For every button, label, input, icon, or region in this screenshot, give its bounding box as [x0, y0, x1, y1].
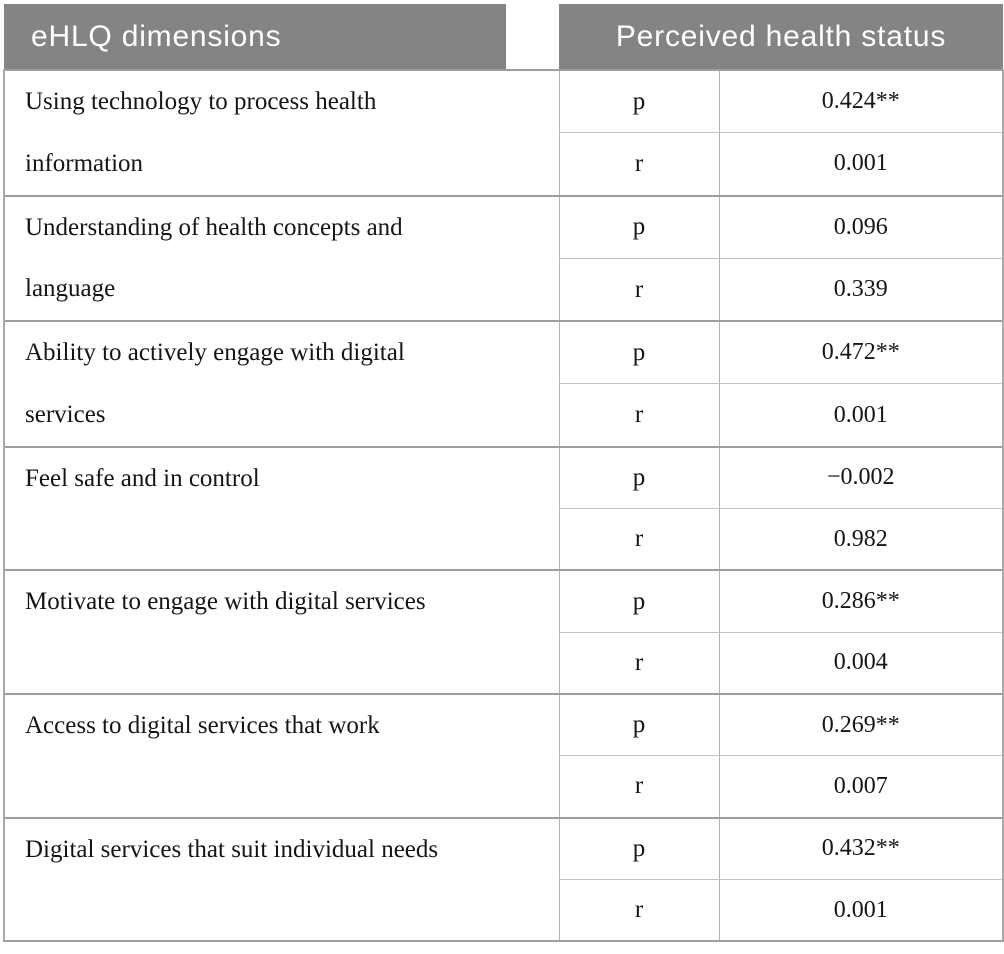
- stat-label-p: p: [558, 69, 720, 134]
- correlation-table-container: eHLQ dimensions Perceived health status …: [3, 4, 1004, 943]
- table-row: r 0.007: [4, 755, 1004, 818]
- stat-label-p: p: [558, 194, 720, 259]
- table-row: r 0.001: [4, 383, 1004, 447]
- stat-value-p: 0.472**: [719, 320, 1004, 385]
- stat-value-p: 0.432**: [719, 816, 1004, 880]
- stat-value-r: 0.001: [719, 879, 1004, 943]
- table-row: Using technology to process health infor…: [3, 69, 1004, 196]
- ehlq-correlation-table: eHLQ dimensions Perceived health status …: [3, 4, 1004, 943]
- dimension-text-line: services: [25, 400, 106, 428]
- stat-value-r: 0.004: [719, 632, 1004, 694]
- stat-value-r: 0.001: [719, 132, 1004, 196]
- dimension-text-line: Motivate to engage with digital services: [25, 588, 426, 616]
- dimension-text-line: Using technology to process health: [25, 88, 377, 115]
- table-header: eHLQ dimensions Perceived health status: [4, 4, 1004, 70]
- stat-value-p: 0.269**: [719, 692, 1004, 757]
- header-perceived-health-status: Perceived health status: [559, 4, 1004, 70]
- stat-value-r: 0.007: [719, 755, 1004, 818]
- table-row: Understanding of health concepts and lan…: [3, 194, 1004, 322]
- stat-label-p: p: [558, 445, 720, 510]
- dimension-cell: Feel safe and in control: [3, 445, 559, 571]
- dimension-text-line: Understanding of health concepts and: [25, 213, 403, 241]
- dimension-cell: Using technology to process health infor…: [3, 69, 559, 196]
- table-row: r 0.982: [4, 508, 1004, 571]
- dimension-cell: Understanding of health concepts and lan…: [3, 194, 559, 322]
- stat-value-p: 0.286**: [719, 569, 1004, 633]
- dimension-cell: Motivate to engage with digital services: [3, 569, 559, 694]
- dimension-text-line: Digital services that suit individual ne…: [25, 835, 439, 863]
- header-ehlq-dimensions: eHLQ dimensions: [4, 4, 506, 70]
- stat-label-r: r: [558, 755, 720, 818]
- dimension-cell: Digital services that suit individual ne…: [3, 816, 559, 943]
- stat-value-p: 0.424**: [719, 69, 1004, 134]
- table-row: r 0.001: [4, 132, 1004, 196]
- stat-label-r: r: [558, 508, 720, 571]
- table-row: Motivate to engage with digital services…: [3, 569, 1004, 694]
- stat-value-r: 0.001: [719, 383, 1004, 447]
- stat-label-p: p: [558, 692, 720, 757]
- stat-label-r: r: [558, 258, 720, 322]
- stat-label-r: r: [558, 132, 720, 196]
- stat-label-r: r: [558, 632, 720, 694]
- dimension-text-line: Access to digital services that work: [25, 711, 380, 739]
- header-row: eHLQ dimensions Perceived health status: [4, 4, 1004, 70]
- dimension-text-line: Ability to actively engage with digital: [25, 339, 405, 367]
- stat-value-r: 0.339: [719, 258, 1004, 322]
- header-gap-spacer: [506, 4, 559, 70]
- dimension-text-line: Feel safe and in control: [25, 464, 260, 492]
- table-row: r 0.339: [4, 258, 1004, 322]
- dimension-text-line: language: [25, 275, 116, 303]
- stat-label-r: r: [558, 383, 720, 447]
- stat-label-r: r: [558, 879, 720, 943]
- stat-label-p: p: [558, 816, 720, 880]
- table-row: Feel safe and in control p −0.002: [3, 445, 1004, 571]
- table-row: Ability to actively engage with digital …: [3, 320, 1004, 447]
- dimension-cell: Access to digital services that work: [3, 692, 559, 818]
- table-row: r 0.004: [4, 632, 1004, 694]
- stat-label-p: p: [558, 569, 720, 633]
- table-row: r 0.001: [4, 879, 1004, 943]
- stat-label-p: p: [558, 320, 720, 385]
- stat-value-p: 0.096: [719, 194, 1004, 259]
- stat-value-r: 0.982: [719, 508, 1004, 571]
- stat-value-p: −0.002: [719, 445, 1004, 510]
- dimension-cell: Ability to actively engage with digital …: [3, 320, 559, 447]
- table-row: Digital services that suit individual ne…: [3, 816, 1004, 943]
- table-row: Access to digital services that work p 0…: [3, 692, 1004, 818]
- dimension-text-line: information: [25, 149, 144, 177]
